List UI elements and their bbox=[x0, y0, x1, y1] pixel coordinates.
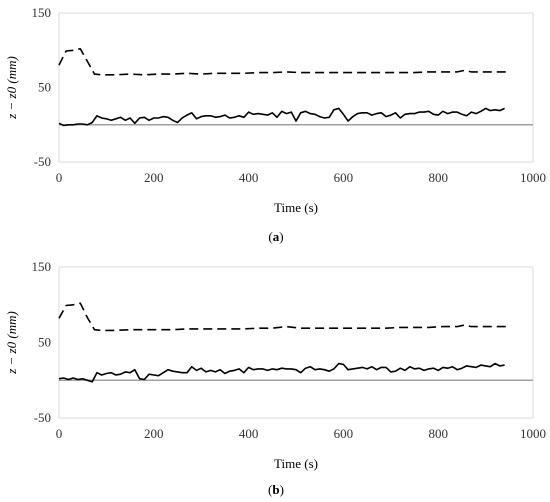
panel-a: 0 200 400 600 800 1000 -50 50 150 Time (s) z − z0 … bbox=[4, 5, 546, 244]
series-line-dashed bbox=[58, 47, 507, 76]
x-tick-label: 200 bbox=[144, 170, 164, 185]
panel-label-part: b bbox=[272, 482, 279, 497]
x-tick-label: 1000 bbox=[520, 426, 546, 441]
x-axis-label: Time (s) bbox=[274, 456, 318, 471]
panel-label-part: ( bbox=[268, 482, 272, 497]
y-tick-label: 150 bbox=[32, 5, 52, 20]
x-tick-label: 600 bbox=[334, 426, 354, 441]
y-tick-label: -50 bbox=[34, 410, 51, 425]
x-tick-label: 0 bbox=[56, 170, 63, 185]
x-tick-label: 0 bbox=[56, 426, 63, 441]
x-tick-label: 400 bbox=[239, 170, 259, 185]
y-axis-label: z − z0 (mm) bbox=[4, 56, 19, 120]
x-tick-label: 1000 bbox=[520, 170, 546, 185]
x-tick-label: 800 bbox=[428, 170, 448, 185]
panel-label-part: ) bbox=[280, 482, 284, 497]
y-axis-label: z − z0 (mm) bbox=[4, 311, 19, 375]
x-tick-label: 400 bbox=[239, 426, 259, 441]
x-tick-label: 800 bbox=[428, 426, 448, 441]
panel-label-part: ) bbox=[279, 229, 283, 244]
y-tick-label: 50 bbox=[38, 80, 51, 95]
panel-label: (b) bbox=[268, 482, 284, 497]
series-line-solid bbox=[58, 107, 505, 127]
plot-frame bbox=[58, 266, 534, 419]
y-tick-label: -50 bbox=[34, 154, 51, 169]
plot-frame bbox=[58, 12, 534, 163]
panel-b: 0 200 400 600 800 1000 -50 50 150 Time (s) z − z0 … bbox=[4, 259, 546, 497]
x-axis-label: Time (s) bbox=[274, 200, 318, 215]
x-tick-label: 200 bbox=[144, 426, 164, 441]
series-line-solid bbox=[58, 362, 505, 383]
panel-label-part: a bbox=[273, 229, 280, 244]
series-line-dashed bbox=[58, 302, 507, 332]
x-tick-label: 600 bbox=[334, 170, 354, 185]
y-tick-label: 50 bbox=[38, 335, 51, 350]
y-tick-label: 150 bbox=[32, 259, 52, 274]
panel-label: (a) bbox=[268, 229, 283, 244]
panel-label-part: ( bbox=[268, 229, 272, 244]
